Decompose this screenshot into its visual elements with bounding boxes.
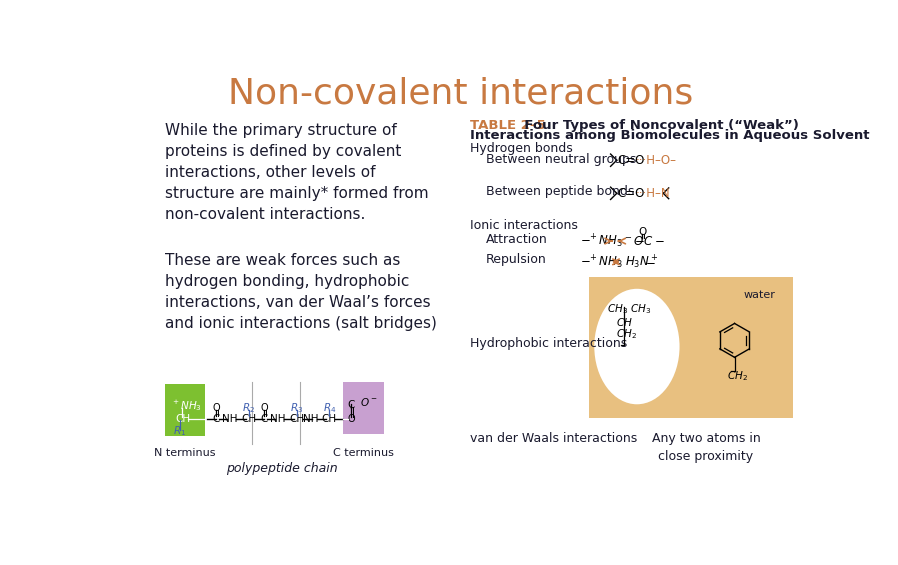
Ellipse shape [594, 289, 680, 405]
Text: $CH$: $CH$ [616, 316, 633, 328]
Text: $O^-$: $O^-$ [360, 396, 378, 408]
Text: Between neutral groups: Between neutral groups [486, 153, 636, 166]
Text: C: C [213, 414, 220, 424]
Text: $^+NH_3$: $^+NH_3$ [172, 398, 202, 412]
Text: TABLE 2–5: TABLE 2–5 [471, 119, 546, 132]
Text: O: O [638, 227, 647, 237]
Text: Interactions among Biomolecules in Aqueous Solvent: Interactions among Biomolecules in Aqueo… [471, 129, 870, 142]
Text: Attraction: Attraction [486, 233, 548, 246]
Text: CH: CH [321, 414, 337, 424]
Text: $CH_2$: $CH_2$ [616, 327, 637, 341]
Text: ···H–O–: ···H–O– [636, 154, 677, 167]
Text: water: water [744, 289, 776, 299]
Text: $-\!^+NH_3$: $-\!^+NH_3$ [579, 253, 622, 271]
Text: $-\!^+NH_3$: $-\!^+NH_3$ [579, 232, 622, 250]
Text: $R_3$: $R_3$ [290, 401, 304, 415]
Text: These are weak forces such as
hydrogen bonding, hydrophobic
interactions, van de: These are weak forces such as hydrogen b… [165, 253, 436, 331]
Text: C terminus: C terminus [333, 448, 394, 458]
Text: $H_3N^+$: $H_3N^+$ [624, 253, 658, 271]
Text: $CH_3\ CH_3$: $CH_3\ CH_3$ [607, 303, 651, 316]
Text: $R_4$: $R_4$ [322, 401, 336, 415]
Text: van der Waals interactions: van der Waals interactions [471, 432, 638, 445]
Text: NH: NH [303, 414, 319, 424]
Text: C: C [348, 400, 355, 410]
Text: CH: CH [176, 414, 191, 424]
Text: $-C-$: $-C-$ [634, 234, 665, 247]
Text: Hydrophobic interactions: Hydrophobic interactions [471, 337, 628, 350]
Text: Between peptide bonds: Between peptide bonds [486, 185, 634, 198]
Bar [589, 277, 793, 418]
Text: Non-covalent interactions: Non-covalent interactions [227, 76, 693, 110]
Text: Four Types of Noncovalent (“Weak”): Four Types of Noncovalent (“Weak”) [515, 119, 799, 132]
Text: $R_2$: $R_2$ [242, 401, 255, 415]
Text: O: O [348, 414, 355, 424]
Text: $R_1$: $R_1$ [172, 424, 186, 438]
Text: C: C [260, 414, 268, 424]
Text: CH: CH [289, 414, 304, 424]
Text: Hydrogen bonds: Hydrogen bonds [471, 142, 573, 155]
Text: O: O [212, 403, 220, 413]
Text: While the primary structure of
proteins is defined by covalent
interactions, oth: While the primary structure of proteins … [165, 123, 428, 222]
Text: C=O: C=O [618, 187, 645, 200]
Text: $^-O$: $^-O$ [623, 234, 645, 247]
Text: O: O [260, 403, 268, 413]
Text: $-$: $-$ [646, 255, 656, 268]
Text: Repulsion: Repulsion [486, 253, 547, 266]
Bar [165, 384, 206, 436]
Text: Ionic interactions: Ionic interactions [471, 219, 578, 232]
Text: N terminus: N terminus [154, 448, 216, 458]
Text: C=O: C=O [618, 154, 645, 167]
Text: Any two atoms in
close proximity: Any two atoms in close proximity [652, 432, 761, 463]
Text: NH: NH [223, 414, 238, 424]
Text: ···H–N: ···H–N [636, 187, 671, 200]
Text: $CH_2$: $CH_2$ [726, 369, 748, 383]
Bar [343, 382, 383, 434]
Text: polypeptide chain: polypeptide chain [226, 462, 338, 475]
Text: CH: CH [241, 414, 256, 424]
Text: NH: NH [270, 414, 286, 424]
